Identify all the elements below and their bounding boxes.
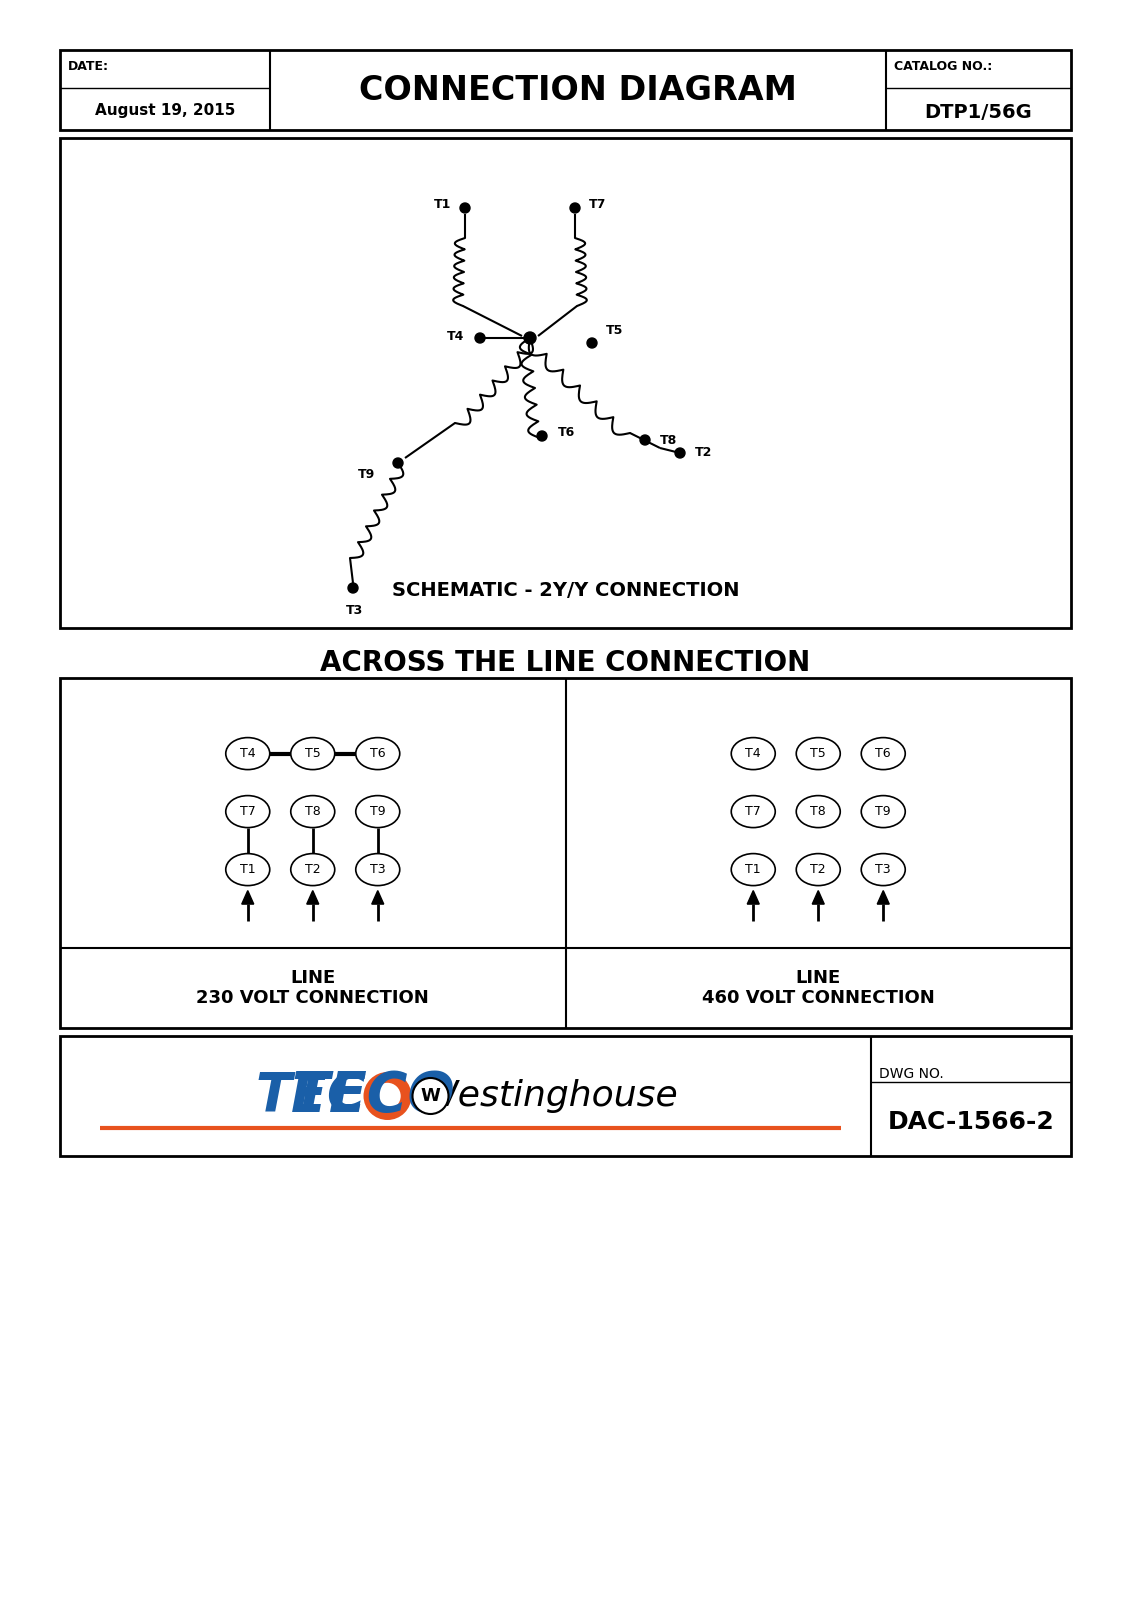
Bar	[60, 678, 1071, 1029]
Text: T2: T2	[811, 862, 826, 877]
Circle shape	[348, 582, 359, 594]
Text: DAC-1566-2: DAC-1566-2	[888, 1110, 1054, 1134]
Text: August 19, 2015: August 19, 2015	[95, 102, 235, 117]
Ellipse shape	[226, 738, 270, 770]
Text: Westinghouse: Westinghouse	[423, 1078, 679, 1114]
Ellipse shape	[796, 738, 840, 770]
Text: T4: T4	[240, 747, 256, 760]
Text: T1: T1	[240, 862, 256, 877]
Polygon shape	[748, 891, 759, 904]
Text: T8: T8	[811, 805, 826, 818]
Ellipse shape	[796, 795, 840, 827]
Text: T8: T8	[661, 434, 677, 446]
Ellipse shape	[291, 854, 335, 886]
Ellipse shape	[291, 738, 335, 770]
Text: T3: T3	[346, 603, 364, 618]
Circle shape	[537, 430, 547, 442]
Text: T9: T9	[357, 469, 375, 482]
Ellipse shape	[291, 795, 335, 827]
Ellipse shape	[226, 795, 270, 827]
Circle shape	[460, 203, 470, 213]
Text: T1: T1	[433, 198, 451, 211]
Text: T9: T9	[370, 805, 386, 818]
Text: T6: T6	[558, 427, 576, 440]
Text: T6: T6	[875, 747, 891, 760]
Circle shape	[475, 333, 485, 342]
Circle shape	[675, 448, 685, 458]
Text: T6: T6	[370, 747, 386, 760]
Ellipse shape	[861, 795, 905, 827]
Circle shape	[524, 333, 536, 344]
Ellipse shape	[861, 854, 905, 886]
Circle shape	[413, 1078, 449, 1114]
Text: T7: T7	[745, 805, 761, 818]
Ellipse shape	[732, 854, 775, 886]
Polygon shape	[307, 891, 319, 904]
Text: TECO: TECO	[292, 1069, 456, 1123]
Text: T7: T7	[240, 805, 256, 818]
Ellipse shape	[356, 738, 399, 770]
Text: LINE
230 VOLT CONNECTION: LINE 230 VOLT CONNECTION	[197, 968, 429, 1008]
Ellipse shape	[861, 738, 905, 770]
Bar	[60, 138, 1071, 627]
Polygon shape	[242, 891, 253, 904]
Text: T5: T5	[811, 747, 826, 760]
Ellipse shape	[356, 854, 399, 886]
Text: W: W	[421, 1086, 440, 1106]
Text: T4: T4	[745, 747, 761, 760]
Text: T9: T9	[875, 805, 891, 818]
Text: T5: T5	[606, 325, 623, 338]
Circle shape	[570, 203, 580, 213]
Polygon shape	[372, 891, 383, 904]
Polygon shape	[812, 891, 824, 904]
Polygon shape	[878, 891, 889, 904]
Circle shape	[363, 1072, 412, 1120]
Text: T3: T3	[875, 862, 891, 877]
Circle shape	[587, 338, 597, 349]
Circle shape	[374, 1083, 400, 1109]
Text: ACROSS THE LINE CONNECTION: ACROSS THE LINE CONNECTION	[320, 650, 811, 677]
Bar	[60, 1037, 1071, 1155]
Ellipse shape	[226, 854, 270, 886]
Text: DTP1/56G: DTP1/56G	[925, 102, 1033, 122]
Text: T2: T2	[696, 446, 713, 459]
Text: DATE:: DATE:	[68, 59, 109, 74]
Text: T1: T1	[745, 862, 761, 877]
Text: TEC: TEC	[256, 1070, 365, 1122]
Ellipse shape	[732, 738, 775, 770]
Ellipse shape	[356, 795, 399, 827]
Text: T3: T3	[370, 862, 386, 877]
Text: T7: T7	[589, 198, 606, 211]
Text: T8: T8	[305, 805, 320, 818]
Bar	[60, 50, 1071, 130]
Text: DWG NO.: DWG NO.	[879, 1067, 943, 1080]
Text: CATALOG NO.:: CATALOG NO.:	[893, 59, 992, 74]
Text: T2: T2	[305, 862, 320, 877]
Text: T4: T4	[447, 330, 464, 342]
Text: CONNECTION DIAGRAM: CONNECTION DIAGRAM	[359, 74, 797, 107]
Text: SCHEMATIC - 2Y/Y CONNECTION: SCHEMATIC - 2Y/Y CONNECTION	[391, 581, 740, 600]
Ellipse shape	[796, 854, 840, 886]
Circle shape	[392, 458, 403, 467]
Text: LINE
460 VOLT CONNECTION: LINE 460 VOLT CONNECTION	[702, 968, 934, 1008]
Circle shape	[640, 435, 650, 445]
Text: T5: T5	[305, 747, 320, 760]
Ellipse shape	[732, 795, 775, 827]
